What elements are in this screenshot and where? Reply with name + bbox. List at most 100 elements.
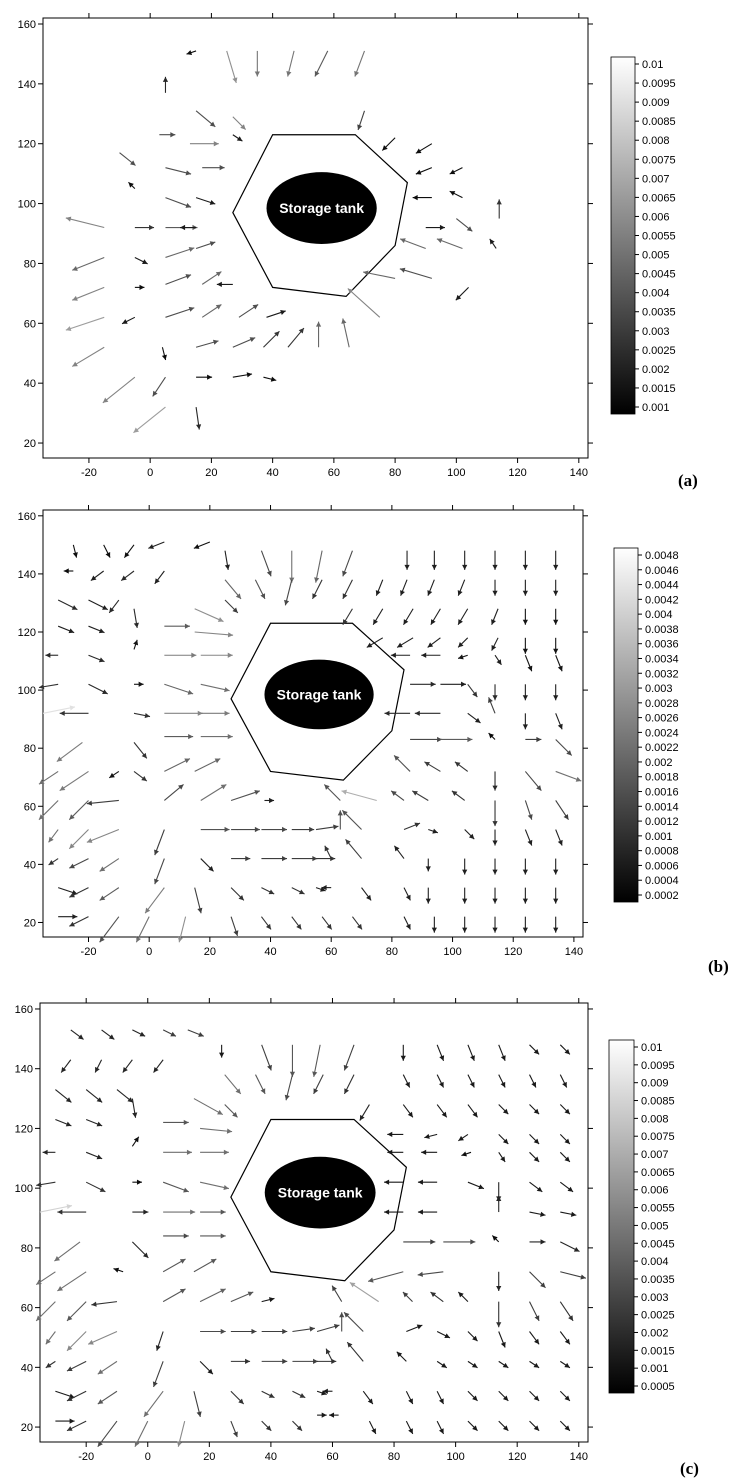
y-tick-label: 120 — [15, 1123, 33, 1135]
velocity-arrow — [94, 1059, 103, 1073]
velocity-arrow — [314, 50, 329, 77]
velocity-arrow — [415, 167, 433, 175]
velocity-arrow — [317, 1358, 337, 1364]
velocity-arrow — [427, 637, 441, 648]
velocity-arrow — [45, 652, 59, 658]
velocity-arrow — [325, 1348, 333, 1362]
velocity-arrow — [216, 281, 233, 287]
colorbar-tick-label: 0.0055 — [641, 1203, 675, 1215]
velocity-arrow — [529, 1390, 540, 1402]
colorbar-tick-label: 0.001 — [641, 1363, 669, 1375]
velocity-arrow — [529, 1301, 540, 1322]
velocity-arrow — [200, 1209, 226, 1215]
colorbar-tick-label: 0.0045 — [641, 1238, 675, 1250]
velocity-arrow — [316, 855, 336, 862]
velocity-arrow — [553, 550, 559, 570]
velocity-arrow — [529, 1271, 546, 1289]
velocity-arrow — [263, 376, 277, 382]
colorbar — [610, 56, 636, 415]
velocity-arrow — [384, 1179, 404, 1185]
velocity-arrow — [88, 683, 108, 695]
x-tick-label: 60 — [328, 467, 340, 479]
panel-label: (b) — [708, 957, 729, 976]
storage-tank-label: Storage tank — [278, 1185, 363, 1201]
velocity-arrow — [128, 181, 136, 190]
velocity-arrow — [85, 1181, 106, 1193]
y-tick-label: 40 — [24, 378, 36, 390]
colorbar-tick-label: 0.009 — [642, 97, 670, 109]
velocity-arrow — [317, 1412, 327, 1418]
velocity-arrow — [436, 238, 463, 249]
velocity-arrow — [342, 608, 353, 626]
velocity-arrow — [491, 608, 499, 625]
velocity-arrow — [498, 1104, 509, 1115]
velocity-arrow — [289, 1044, 296, 1077]
velocity-arrow — [224, 579, 242, 600]
velocity-arrow — [522, 713, 528, 730]
velocity-arrow — [164, 652, 197, 658]
velocity-arrow — [436, 1044, 445, 1062]
colorbar-tick-label: 0.002 — [645, 757, 673, 769]
velocity-arrow — [345, 839, 362, 859]
velocity-arrow — [492, 684, 498, 701]
velocity-arrow — [492, 550, 498, 570]
velocity-arrow — [199, 1360, 214, 1375]
velocity-arrow — [60, 1059, 72, 1073]
velocity-arrow — [85, 1151, 103, 1160]
velocity-arrow — [132, 1029, 146, 1037]
velocity-arrow — [186, 50, 197, 56]
velocity-arrow — [122, 1059, 133, 1073]
velocity-arrow — [232, 116, 247, 130]
colorbar-tick-label: 0.004 — [645, 609, 673, 621]
velocity-arrow — [45, 1331, 56, 1345]
velocity-arrow — [254, 50, 260, 77]
velocity-arrow — [491, 1235, 500, 1243]
velocity-arrow — [132, 1209, 149, 1215]
velocity-arrow — [200, 1328, 226, 1335]
panel-label: (a) — [678, 471, 698, 490]
x-tick-label: 100 — [446, 1451, 464, 1463]
velocity-arrow — [337, 810, 343, 830]
velocity-arrow — [231, 855, 251, 862]
velocity-arrow — [97, 1420, 118, 1448]
colorbar — [608, 1039, 635, 1394]
colorbar-tick-label: 0.006 — [642, 211, 670, 223]
velocity-arrow — [144, 887, 165, 914]
velocity-arrow — [200, 733, 233, 740]
velocity-arrow — [202, 165, 225, 171]
tank-boundary-polygon — [230, 1118, 408, 1282]
velocity-arrow — [492, 916, 498, 933]
velocity-arrow — [312, 579, 323, 600]
velocity-arrow — [232, 372, 253, 378]
colorbar-tick-label: 0.0014 — [645, 801, 679, 813]
velocity-arrow — [323, 784, 341, 801]
velocity-arrow — [162, 1029, 177, 1037]
velocity-arrow — [494, 654, 502, 666]
velocity-arrow — [131, 1136, 140, 1147]
colorbar-tick-label: 0.0065 — [642, 192, 676, 204]
velocity-arrow — [354, 50, 366, 77]
velocity-arrow — [113, 1267, 124, 1273]
x-tick-label: 60 — [325, 946, 337, 958]
velocity-arrow — [108, 599, 120, 614]
velocity-arrow — [403, 887, 411, 901]
velocity-arrow — [411, 790, 429, 801]
velocity-arrow — [165, 246, 195, 258]
velocity-arrow — [529, 1211, 546, 1217]
velocity-arrow — [164, 710, 203, 716]
velocity-arrow — [133, 406, 166, 434]
velocity-arrow — [163, 784, 184, 801]
storage-tank-ellipse — [266, 172, 377, 244]
velocity-arrow — [120, 570, 135, 582]
velocity-arrow — [48, 858, 59, 866]
colorbar-tick-label: 0.0038 — [645, 624, 679, 636]
velocity-arrow — [66, 1360, 87, 1372]
velocity-arrow — [404, 550, 410, 570]
y-tick-label: 20 — [24, 917, 36, 929]
velocity-arrow — [231, 826, 260, 833]
velocity-arrow — [195, 407, 202, 430]
velocity-arrow — [436, 1331, 451, 1339]
velocity-arrow — [362, 270, 396, 279]
chart-panel: -20 0 20 40 60 80 100 120 140 20 40 60 80 100 120 140 16… — [15, 998, 699, 1478]
x-tick-label: 120 — [504, 946, 522, 958]
